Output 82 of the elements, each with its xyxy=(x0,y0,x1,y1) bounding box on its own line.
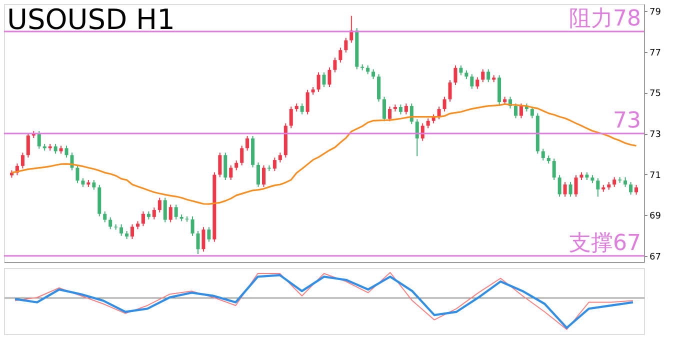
y-tick-label: 77 xyxy=(650,48,661,58)
candlestick xyxy=(130,224,134,240)
candlestick xyxy=(103,210,107,223)
candlestick xyxy=(289,106,293,129)
candlestick xyxy=(470,74,474,90)
candlestick xyxy=(624,176,628,188)
candlestick xyxy=(246,135,250,152)
candlestick xyxy=(26,132,30,158)
candlestick xyxy=(372,68,376,80)
candlestick xyxy=(218,152,222,178)
candlestick xyxy=(229,164,233,181)
candlestick xyxy=(174,204,178,220)
y-tick-label: 71 xyxy=(650,170,661,181)
candlestick xyxy=(190,216,194,236)
candlestick xyxy=(629,182,633,196)
candlestick xyxy=(530,106,534,119)
candlestick xyxy=(76,164,80,184)
candlestick xyxy=(338,47,342,64)
y-tick-label: 79 xyxy=(650,8,662,18)
ref-line-label: 阻力78 xyxy=(569,6,641,32)
candlestick xyxy=(300,103,304,115)
y-tick-label: 73 xyxy=(650,130,661,140)
candlestick xyxy=(108,216,112,230)
candlestick xyxy=(92,180,96,190)
candlestick xyxy=(158,197,162,213)
candlestick xyxy=(514,103,518,119)
candlestick xyxy=(574,174,578,198)
candlestick xyxy=(426,118,430,129)
candlestick xyxy=(20,152,24,169)
candlestick xyxy=(224,152,228,181)
candlestick xyxy=(558,174,562,198)
candlestick xyxy=(563,182,567,198)
candlestick xyxy=(612,176,616,188)
candlestick xyxy=(333,57,337,73)
ref-line-label: 73 xyxy=(613,108,641,134)
ref-line-label: 支撑67 xyxy=(569,230,641,256)
candlestick xyxy=(70,152,74,171)
y-tick-label: 69 xyxy=(650,212,662,222)
candlestick xyxy=(415,118,419,157)
candlestick xyxy=(552,158,556,181)
candlestick xyxy=(141,210,145,227)
candlestick xyxy=(486,68,490,83)
candlestick xyxy=(442,96,446,112)
candlestick xyxy=(476,76,480,90)
candlestick xyxy=(202,226,206,252)
candlestick xyxy=(328,66,332,88)
candlestick xyxy=(634,184,638,196)
candlestick xyxy=(454,64,458,86)
candlestick xyxy=(196,230,200,255)
candlestick xyxy=(448,80,452,102)
candlestick xyxy=(404,103,408,115)
candlestick xyxy=(54,143,58,154)
candlestick xyxy=(207,226,211,242)
candlestick xyxy=(306,89,310,115)
candlestick xyxy=(37,130,41,150)
candlestick xyxy=(398,104,402,115)
candlestick xyxy=(459,64,463,76)
candlestick xyxy=(120,224,124,236)
candlestick xyxy=(168,204,172,223)
candlestick xyxy=(262,164,266,188)
candlestick xyxy=(481,68,485,83)
y-tick-label: 75 xyxy=(650,89,661,100)
candlestick xyxy=(596,178,600,198)
candlestick xyxy=(344,37,348,54)
candlestick xyxy=(519,103,523,119)
candlestick xyxy=(382,96,386,122)
candlestick xyxy=(163,197,167,223)
candlestick xyxy=(541,148,545,161)
candlestick xyxy=(240,145,244,166)
candlestick xyxy=(152,207,156,220)
y-tick-label: 67 xyxy=(650,252,661,262)
candlestick xyxy=(316,72,320,92)
chart-title: USOUSD H1 xyxy=(7,3,175,36)
candlestick xyxy=(322,72,326,88)
candlestick xyxy=(234,160,238,171)
candlestick xyxy=(388,106,392,122)
candlestick xyxy=(377,74,381,102)
candlestick xyxy=(64,145,68,158)
candlestick xyxy=(278,152,282,163)
candlestick xyxy=(568,182,572,198)
candlestick xyxy=(256,162,260,188)
candlestick xyxy=(272,157,276,172)
